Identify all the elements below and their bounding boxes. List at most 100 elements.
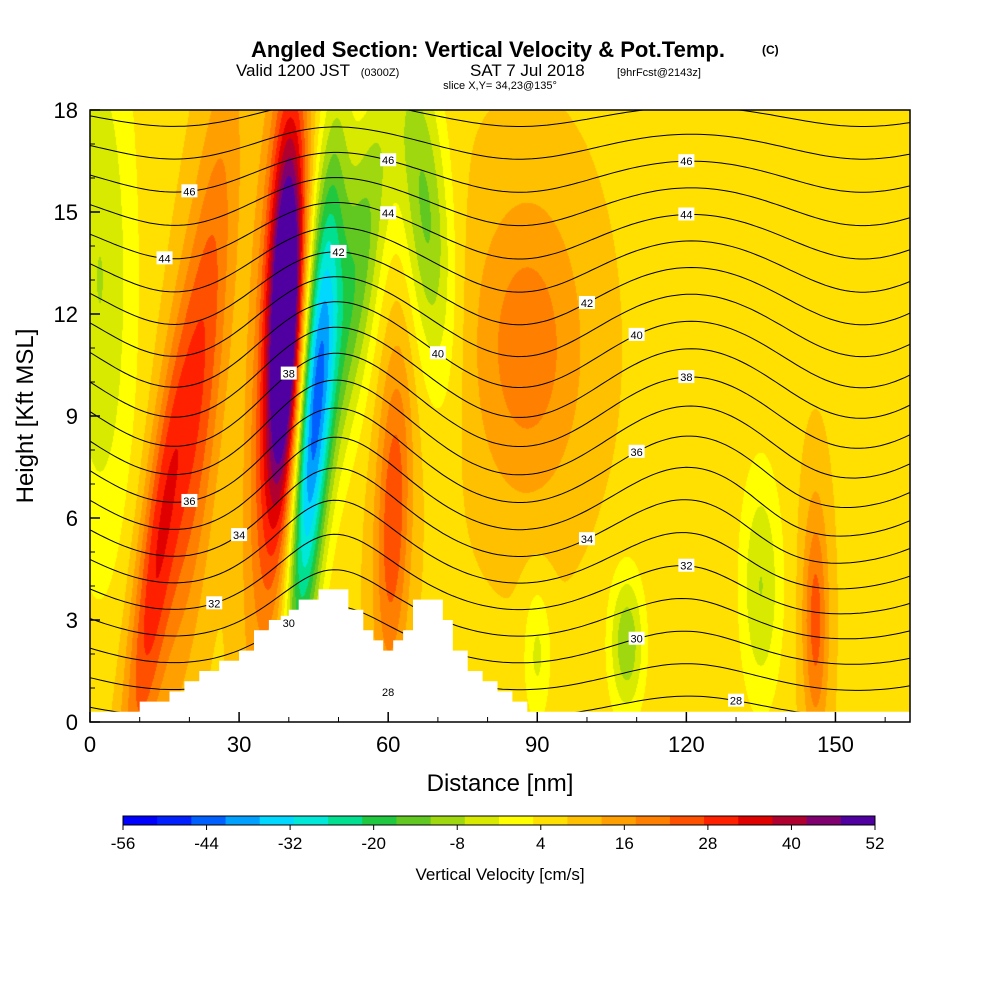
colorbar-swatch: [328, 816, 363, 825]
vertical-velocity-field: [90, 110, 910, 722]
colorbar-tick-label: 4: [536, 834, 545, 853]
potential-temperature-contours: [90, 110, 910, 718]
valid-zulu: (0300Z): [361, 67, 400, 79]
colorbar-tick-label: -32: [278, 834, 303, 853]
colorbar-swatch: [123, 816, 158, 825]
contour-label: 44: [678, 207, 695, 221]
chart-title-mark: (C): [762, 43, 779, 57]
y-tick-label: 6: [66, 506, 78, 531]
svg-text:36: 36: [183, 496, 195, 508]
x-axis-label: Distance [nm]: [427, 770, 574, 797]
colorbar-swatch: [293, 816, 329, 825]
colorbar-swatch: [362, 816, 397, 825]
contour-label: 36: [628, 444, 645, 459]
theta-contour: [90, 110, 910, 127]
colorbar-tick-label: 52: [866, 834, 885, 853]
colorbar-swatch: [772, 816, 808, 825]
chart-title: Angled Section: Vertical Velocity & Pot.…: [251, 37, 725, 62]
x-tick-label: 60: [376, 732, 400, 757]
slice-info: slice X,Y= 34,23@135°: [443, 80, 557, 92]
theta-contour: [90, 569, 910, 640]
contour-label: 36: [181, 493, 198, 508]
colorbar-swatch: [567, 816, 603, 825]
theta-contour: [90, 151, 910, 193]
svg-text:44: 44: [382, 208, 394, 220]
colorbar-swatch: [840, 816, 876, 825]
contour-label: 30: [628, 631, 645, 646]
theta-contour: [90, 467, 910, 564]
x-tick-label: 0: [84, 732, 96, 757]
theta-contour: [90, 499, 910, 590]
contour-label: 32: [206, 596, 223, 610]
colorbar-swatch: [499, 816, 534, 825]
forecast-info: [9hrFcst@2143z]: [617, 67, 701, 79]
colorbar-swatch: [533, 816, 568, 825]
colorbar-tick-label: -20: [361, 834, 386, 853]
valid-line: Valid 1200 JST (0300Z) SAT 7 Jul 2018 [9…: [236, 61, 701, 80]
y-axis-label: Height [Kft MSL]: [12, 329, 39, 504]
svg-text:38: 38: [283, 369, 295, 381]
x-axis: 0 30 60 90 120 150: [84, 712, 886, 757]
theta-contour: [90, 352, 910, 449]
contour-label: 42: [578, 295, 595, 310]
x-tick-label: 30: [227, 732, 251, 757]
y-axis: 0 3 6 9 12 15 18: [54, 98, 100, 735]
y-tick-label: 9: [66, 404, 78, 429]
y-tick-label: 0: [66, 710, 78, 735]
y-tick-label: 3: [66, 608, 78, 633]
colorbar-swatch: [259, 816, 295, 825]
theta-contour: [90, 326, 910, 419]
contour-label: 46: [181, 184, 198, 198]
contour-label: 40: [628, 327, 645, 342]
contour-label: 42: [330, 244, 347, 259]
svg-text:30: 30: [631, 634, 643, 646]
contour-label: 46: [678, 154, 695, 168]
svg-text:32: 32: [208, 598, 220, 610]
colorbar-frame: [122, 815, 876, 826]
theta-contour: [90, 251, 910, 326]
svg-text:34: 34: [581, 534, 593, 546]
colorbar-swatch: [396, 816, 432, 825]
theta-contour: [90, 226, 910, 293]
theta-contour: [90, 126, 910, 160]
colorbar-swatch: [601, 816, 637, 825]
y-tick-label: 18: [54, 98, 78, 123]
colorbar-label: Vertical Velocity [cm/s]: [415, 865, 584, 884]
svg-text:42: 42: [581, 298, 593, 310]
svg-text:42: 42: [332, 247, 344, 259]
svg-text:28: 28: [730, 696, 742, 708]
theta-contour: [90, 276, 910, 358]
x-tick-label: 120: [668, 732, 705, 757]
colorbar-swatch: [430, 816, 466, 825]
svg-text:46: 46: [382, 155, 394, 167]
contour-label: 44: [380, 206, 397, 220]
theta-contour: [90, 605, 910, 665]
colorbar-tick-label: -8: [450, 834, 465, 853]
contour-label: 32: [678, 558, 695, 573]
valid-date: SAT 7 Jul 2018: [470, 61, 585, 80]
svg-text:38: 38: [680, 372, 692, 384]
svg-text:28: 28: [382, 687, 394, 699]
theta-contour: [90, 177, 910, 227]
svg-text:40: 40: [432, 348, 444, 360]
colorbar-swatch: [464, 816, 500, 825]
svg-text:30: 30: [283, 618, 295, 630]
svg-text:36: 36: [631, 447, 643, 459]
svg-text:34: 34: [233, 530, 245, 542]
theta-contour: [90, 301, 910, 389]
theta-contour: [90, 202, 910, 260]
svg-text:44: 44: [158, 253, 170, 265]
colorbar-swatch: [806, 816, 842, 825]
svg-text:46: 46: [183, 186, 195, 198]
colorbar-tick-label: 28: [698, 834, 717, 853]
theta-contour: [90, 379, 910, 479]
colorbar-swatch: [669, 816, 705, 825]
x-tick-label: 90: [525, 732, 549, 757]
colorbar-tick-label: 16: [615, 834, 634, 853]
colorbar-swatch: [635, 816, 671, 825]
colorbar-swatch: [157, 816, 192, 825]
x-tick-label: 150: [817, 732, 854, 757]
contour-label: 28: [728, 693, 745, 708]
contour-labels: 28 28 30 30 32 32 34 34 36 36 38 38 40 40 42 42 44 44 44 46…: [156, 153, 745, 708]
